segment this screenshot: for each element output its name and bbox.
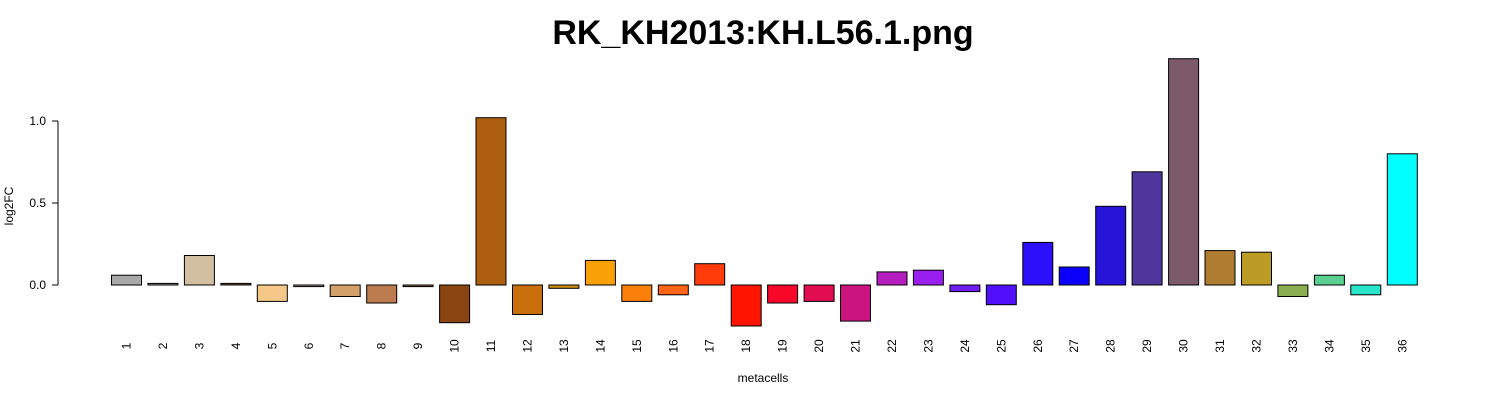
x-tick-label: 2	[156, 342, 170, 349]
bar-metacell-22	[876, 271, 908, 286]
bar-metacell-2	[147, 282, 179, 286]
bars-group	[111, 58, 1418, 327]
bar-metacell-11	[475, 117, 507, 286]
x-tick-label: 27	[1067, 339, 1081, 353]
bar-metacell-35	[1350, 284, 1382, 296]
bar-metacell-13	[548, 284, 580, 289]
x-tick-label: 22	[885, 339, 899, 353]
x-tick-labels: 1 2 3 4 5 6 7 8 9 10 11 12 13 14 15 16 17 18 19 20 21 22 23 24 2…	[120, 339, 1410, 353]
x-tick-label: 36	[1395, 339, 1409, 353]
bar-metacell-17	[694, 263, 726, 286]
x-tick-label: 20	[812, 339, 826, 353]
x-tick-label: 6	[302, 342, 316, 349]
bar-metacell-33	[1277, 284, 1309, 297]
bar-metacell-24	[949, 284, 981, 293]
bar-metacell-9	[402, 284, 434, 288]
x-tick-label: 18	[739, 339, 753, 353]
x-tick-label: 9	[411, 342, 425, 349]
bar-metacell-18	[730, 284, 762, 327]
bar-metacell-12	[512, 284, 543, 315]
y-tick-label: 1.0	[29, 114, 46, 128]
x-tick-label: 1	[120, 342, 134, 349]
x-tick-label: 34	[1322, 339, 1336, 353]
bar-metacell-8	[366, 284, 398, 304]
x-tick-label: 32	[1250, 339, 1264, 353]
x-tick-label: 13	[557, 339, 571, 353]
bar-metacell-36	[1386, 153, 1418, 286]
bar-metacell-6	[293, 284, 325, 288]
x-tick-label: 5	[265, 342, 279, 349]
bar-metacell-20	[803, 284, 835, 302]
y-axis: 0.0 0.5 1.0	[29, 114, 59, 292]
x-tick-label: 8	[375, 342, 389, 349]
x-tick-label: 23	[921, 339, 935, 353]
x-tick-label: 15	[630, 339, 644, 353]
chart-title: RK_KH2013:KH.L56.1.png	[552, 14, 973, 52]
bar-metacell-31	[1204, 250, 1236, 286]
x-tick-label: 33	[1286, 339, 1300, 353]
bar-metacell-10	[439, 284, 471, 324]
bar-metacell-7	[329, 284, 361, 297]
bar-metacell-19	[767, 284, 799, 304]
bar-metacell-30	[1168, 58, 1200, 286]
x-tick-label: 25	[994, 339, 1008, 353]
bar-metacell-15	[621, 284, 653, 302]
x-tick-label: 11	[484, 339, 498, 352]
x-tick-label: 10	[448, 339, 462, 353]
x-axis-label: metacells	[738, 371, 789, 385]
y-axis-label: log2FC	[2, 186, 16, 225]
x-tick-label: 17	[703, 339, 717, 353]
bar-metacell-28	[1095, 205, 1127, 286]
x-tick-label: 16	[666, 339, 680, 353]
bar-metacell-25	[985, 284, 1017, 306]
bar-metacell-21	[840, 284, 871, 322]
bar-metacell-26	[1022, 241, 1054, 286]
bar-metacell-5	[256, 284, 288, 302]
x-tick-label: 7	[338, 342, 352, 349]
x-tick-label: 24	[958, 339, 972, 353]
x-tick-label: 35	[1359, 339, 1373, 353]
bar-metacell-14	[584, 259, 616, 286]
x-tick-label: 31	[1213, 339, 1227, 353]
x-tick-label: 26	[1031, 339, 1045, 353]
bar-metacell-34	[1313, 274, 1345, 286]
bar-metacell-29	[1131, 171, 1163, 286]
y-tick-label: 0.5	[29, 196, 46, 210]
bar-metacell-32	[1241, 251, 1272, 286]
bar-metacell-1	[111, 274, 142, 286]
x-tick-label: 3	[192, 342, 206, 349]
x-tick-label: 14	[593, 339, 607, 353]
bar-metacell-3	[183, 255, 215, 286]
x-tick-label: 29	[1140, 339, 1154, 353]
bar-metacell-23	[912, 269, 944, 286]
x-tick-label: 19	[776, 339, 790, 353]
x-tick-label: 21	[849, 339, 863, 353]
x-tick-label: 12	[521, 339, 535, 353]
x-tick-label: 28	[1104, 339, 1118, 353]
y-tick-label: 0.0	[29, 278, 46, 292]
bar-metacell-16	[657, 284, 689, 296]
bar-metacell-27	[1058, 266, 1090, 286]
x-tick-label: 4	[229, 342, 243, 349]
bar-metacell-4	[220, 282, 252, 286]
x-tick-label: 30	[1177, 339, 1191, 353]
